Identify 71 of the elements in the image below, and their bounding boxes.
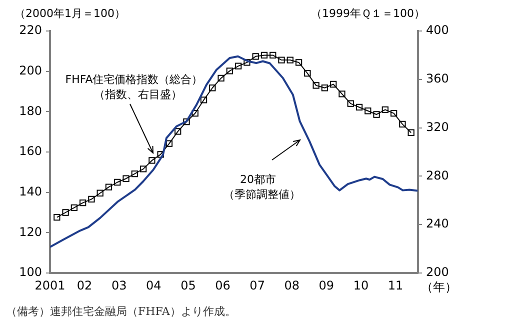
point [382, 106, 388, 113]
x-tick-label: 02 [76, 278, 92, 292]
annotation: FHFA住宅価格指数（総合）（指数、右目盛） [65, 72, 203, 101]
y2-tick-label: 360 [426, 72, 449, 86]
text: （備考）連邦住宅金融局（FHFA）より作成。 [6, 304, 236, 318]
y2-tick-label: 400 [426, 23, 449, 38]
y-axis-title: （2000年1月＝100） [14, 6, 126, 20]
point [234, 62, 242, 70]
x-tick-label: 09 [318, 278, 334, 292]
point [347, 100, 354, 107]
point [114, 178, 121, 186]
annotation: 20都市（季節調整値） [224, 172, 300, 201]
point [200, 96, 208, 104]
y2-tick-label: 240 [426, 216, 449, 231]
point [218, 74, 224, 82]
point [330, 80, 337, 88]
point [270, 52, 276, 59]
point [226, 68, 234, 74]
point [390, 110, 398, 117]
point [356, 104, 363, 111]
point [148, 157, 156, 164]
point [105, 184, 112, 190]
point [286, 56, 294, 64]
x-tick-label: 04 [146, 278, 162, 292]
point [183, 118, 190, 126]
y-tick-label: 140 [19, 184, 42, 198]
point [166, 140, 173, 147]
y-tick-label: 160 [19, 144, 42, 158]
y-tick-label: 220 [19, 23, 42, 38]
y-tick-label: 100 [19, 265, 42, 280]
y-tick-label: 180 [19, 104, 42, 118]
point [80, 199, 86, 206]
point [244, 59, 250, 66]
x-tick-label: 06 [215, 278, 230, 292]
y2-tick-label: 280 [426, 168, 449, 182]
point [96, 190, 104, 196]
x-tick-label: 11 [388, 278, 404, 292]
x-tick-label: 08 [284, 278, 300, 292]
point [408, 129, 414, 136]
x-tick-label: 03 [111, 278, 127, 292]
point [88, 196, 95, 203]
point [62, 209, 69, 216]
point [338, 90, 346, 98]
x-tick-label: 05 [180, 278, 196, 292]
point [140, 166, 147, 172]
point [131, 170, 138, 178]
point [304, 70, 311, 77]
x-axis-title: （年） [421, 280, 457, 294]
x-tick-label: 2001 [34, 278, 66, 292]
point [295, 59, 302, 66]
point [209, 84, 216, 92]
point [312, 82, 320, 89]
point [174, 128, 182, 135]
point [54, 214, 60, 221]
point [373, 111, 380, 118]
point [157, 151, 164, 158]
point [399, 120, 406, 128]
point [260, 52, 268, 59]
point [70, 204, 78, 211]
x-tick-label: 07 [250, 278, 265, 292]
y-tick-label: 200 [19, 63, 42, 78]
y2-axis-title: （1999年Ｑ１＝100） [311, 6, 425, 20]
y2-tick-label: 320 [426, 120, 449, 134]
point [321, 84, 328, 92]
point [364, 108, 372, 114]
point [252, 53, 259, 60]
x-tick-label: 10 [353, 278, 369, 292]
y-tick-label: 120 [19, 224, 42, 239]
point [278, 56, 285, 64]
point [122, 175, 130, 182]
y2-tick-label: 200 [426, 265, 449, 280]
